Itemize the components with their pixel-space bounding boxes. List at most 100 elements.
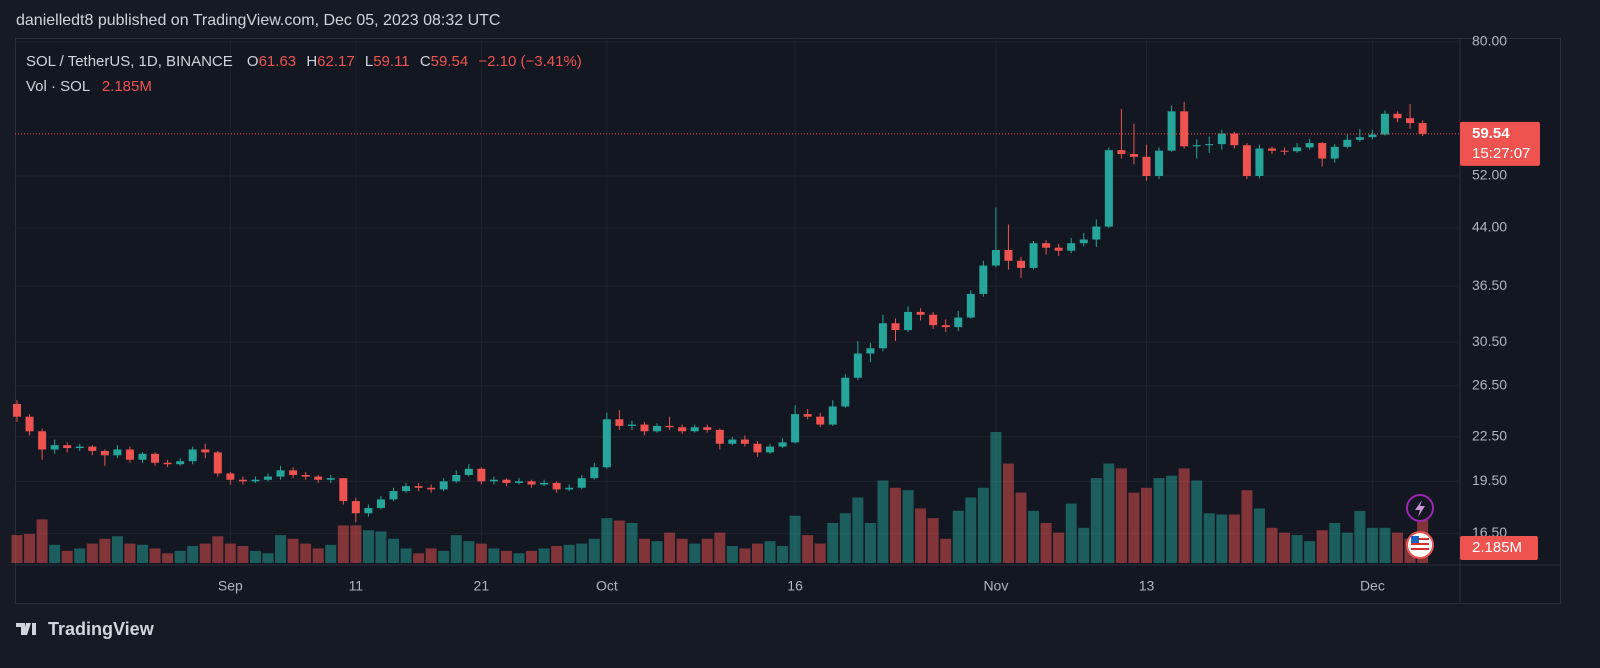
volume-bar xyxy=(224,543,236,563)
candle-body xyxy=(138,453,147,460)
volume-bar xyxy=(74,548,86,563)
candle-body xyxy=(627,424,636,426)
volume-bar xyxy=(1379,527,1391,563)
volume-bar xyxy=(526,550,538,563)
candle-body xyxy=(1318,143,1327,159)
volume-bar xyxy=(726,546,738,563)
volume-bar xyxy=(1266,527,1278,563)
volume-bar xyxy=(249,550,261,563)
volume-bar xyxy=(137,544,148,563)
candle-body xyxy=(389,491,398,500)
volume-bar xyxy=(187,546,199,563)
volume-bar xyxy=(300,543,312,563)
candle-body xyxy=(653,425,662,432)
volume-bar xyxy=(463,541,475,563)
volume-bar xyxy=(626,522,638,563)
candle-body xyxy=(464,468,473,476)
volume-bar xyxy=(1241,490,1253,563)
ohlc-value: 59.54 xyxy=(431,53,469,70)
volume-bar xyxy=(237,546,249,563)
candle-body xyxy=(828,406,837,425)
candle-body xyxy=(1180,111,1189,147)
candle-body xyxy=(690,427,699,432)
candle-body xyxy=(264,476,272,480)
candle-body xyxy=(991,249,1000,266)
volume-bar xyxy=(450,535,462,563)
last-price-box xyxy=(1460,121,1540,166)
ohlc-letter: L xyxy=(365,53,373,70)
volume-bar xyxy=(1065,503,1077,563)
candle-body xyxy=(803,414,812,417)
volume-bar xyxy=(827,522,839,563)
volume-bar xyxy=(400,548,412,563)
candle-body xyxy=(1104,150,1113,227)
last-price-label: 59.54 xyxy=(1472,125,1510,142)
volume-bar xyxy=(513,553,525,563)
candle-body xyxy=(1293,147,1302,152)
candle-body xyxy=(88,446,97,451)
publisher: danielledt8 published on TradingView.com… xyxy=(16,12,500,29)
ohlc-value: 59.11 xyxy=(373,53,409,70)
volume-last-box xyxy=(1460,535,1538,560)
candle-body xyxy=(791,414,800,443)
volume-bar xyxy=(864,522,876,563)
volume-bar xyxy=(413,553,425,563)
candle-body xyxy=(1368,134,1377,138)
volume-last-label: 2.185M xyxy=(1472,539,1522,556)
chart-pane xyxy=(15,38,1561,604)
candle-body xyxy=(1042,243,1051,248)
volume-bar xyxy=(588,538,600,563)
volume-bar xyxy=(149,548,161,563)
volume-bar xyxy=(1153,478,1165,563)
volume-bar xyxy=(613,520,625,563)
candle-body xyxy=(376,499,385,508)
candle-body xyxy=(929,314,938,326)
volume-bar xyxy=(739,548,751,563)
volume-bar xyxy=(990,432,1002,563)
candle-body xyxy=(238,479,247,482)
volume-bar xyxy=(99,538,111,563)
volume-bar xyxy=(1128,492,1140,563)
candle-body xyxy=(1192,145,1201,147)
candle-body xyxy=(1355,137,1364,140)
flag-icon[interactable] xyxy=(1406,531,1434,559)
candle-body xyxy=(1305,143,1314,148)
volume-bar xyxy=(212,536,224,563)
candle-body xyxy=(841,377,850,407)
alert-icon[interactable] xyxy=(1406,494,1434,522)
volume-bar xyxy=(24,533,36,563)
volume-bar xyxy=(500,550,512,563)
volume-bar xyxy=(275,535,287,563)
x-tick-label: 11 xyxy=(349,578,364,594)
volume-bar xyxy=(1115,468,1127,563)
volume-bar xyxy=(940,538,952,563)
volume-bar xyxy=(350,525,362,563)
candle-body xyxy=(1242,145,1251,176)
candle-body xyxy=(339,478,348,502)
volume-bar xyxy=(124,543,136,563)
volume-bar xyxy=(701,538,713,563)
volume-bar xyxy=(789,515,801,563)
candle-body xyxy=(1142,156,1151,176)
candle-body xyxy=(816,416,825,425)
candle-body xyxy=(602,419,611,468)
volume-bar xyxy=(174,550,186,563)
volume-bar xyxy=(1191,480,1203,563)
candle-body xyxy=(916,311,925,315)
candle-body xyxy=(527,481,536,485)
y-tick-label: 26.50 xyxy=(1472,377,1507,393)
x-tick-label: 13 xyxy=(1139,578,1155,594)
change: −2.10 (−3.41%) xyxy=(478,53,581,70)
candle-body xyxy=(1054,247,1063,251)
candle-body xyxy=(753,443,762,453)
volume-bar xyxy=(1304,541,1316,563)
volume-bar xyxy=(1341,532,1353,563)
volume-bar xyxy=(751,543,763,563)
countdown: 15:27:07 xyxy=(1472,145,1530,162)
candle-body xyxy=(590,467,599,479)
candle-body xyxy=(954,317,963,328)
candle-body xyxy=(163,462,172,465)
volume-bar xyxy=(438,550,450,563)
